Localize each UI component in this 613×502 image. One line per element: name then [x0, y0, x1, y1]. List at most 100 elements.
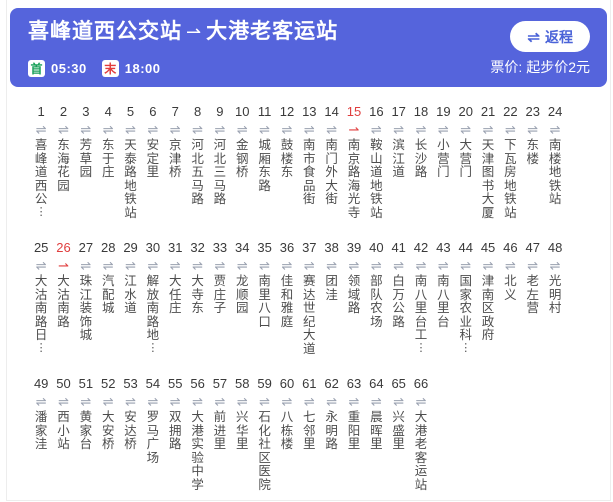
stop-name: 东海花园: [57, 138, 70, 193]
stop-item[interactable]: 21 ⇌ 天津图书大厦: [477, 104, 499, 240]
stop-item[interactable]: 15 ⇀ 南京路海光寺: [343, 104, 365, 240]
stop-item[interactable]: 20 ⇌ 大营门: [455, 104, 477, 240]
transfer-arrows-icon: ⇌: [102, 258, 114, 273]
stop-name: 东于庄: [101, 138, 115, 180]
stop-item[interactable]: 45 ⇌ 津南区政府: [477, 240, 499, 376]
stop-name: 石化社区医院: [258, 410, 271, 492]
stop-item[interactable]: 18 ⇌ 长沙路: [410, 104, 432, 240]
stop-item[interactable]: 30 ⇌ 解放南路地 ⋮: [142, 240, 164, 376]
stop-number: 39: [346, 240, 362, 255]
stop-item[interactable]: 28 ⇌ 汽配城: [97, 240, 119, 376]
stop-number: 43: [436, 240, 451, 255]
stop-item[interactable]: 24 ⇌ 南楼地铁站: [544, 104, 566, 240]
stop-item[interactable]: 3 ⇌ 芳草园: [75, 104, 97, 240]
stops-row-2: 25 ⇌ 大沽南路日 ⋮ 26 ⇀ 大沽南路 27 ⇌ 珠江装饰城 28 ⇌ 汽配城 29 ⇌ 江水道 30 ⇌ 解…: [30, 240, 610, 376]
stop-name: 汽配城: [101, 274, 115, 316]
transfer-arrows-icon: ⇌: [169, 394, 181, 409]
stop-item[interactable]: 48 ⇌ 光明村: [544, 240, 566, 376]
stop-name: 喜峰道西公 ⋮: [34, 138, 48, 218]
stop-name: 大沽南路日 ⋮: [34, 274, 48, 354]
stop-item[interactable]: 23 ⇌ 东楼: [522, 104, 544, 240]
stop-item[interactable]: 40 ⇌ 部队农场: [365, 240, 387, 376]
stop-item[interactable]: 53 ⇌ 安达桥: [119, 376, 141, 493]
stop-item[interactable]: 32 ⇌ 大寺东: [186, 240, 208, 376]
stop-item[interactable]: 9 ⇌ 河北三马路: [209, 104, 231, 240]
stop-name: 芳草园: [79, 138, 93, 180]
first-bus-badge: 首: [28, 60, 45, 77]
one-way-arrow-icon: ⇀: [348, 122, 360, 137]
stop-number: 33: [212, 240, 228, 255]
stop-name: 白万公路: [392, 274, 405, 329]
stop-item[interactable]: 7 ⇌ 京津桥: [164, 104, 186, 240]
stop-item[interactable]: 61 ⇌ 七邻里: [298, 376, 320, 493]
stop-number: 1: [37, 104, 45, 119]
stop-item[interactable]: 46 ⇌ 北义: [499, 240, 521, 376]
transfer-arrows-icon: ⇌: [35, 258, 47, 273]
stop-item[interactable]: 29 ⇌ 江水道: [119, 240, 141, 376]
stop-item[interactable]: 42 ⇌ 南八里台工 ⋮: [410, 240, 432, 376]
stop-item[interactable]: 22 ⇌ 下瓦房地铁站: [499, 104, 521, 240]
stop-item[interactable]: 56 ⇌ 大港实验中学: [186, 376, 208, 493]
transfer-arrows-icon: ⇌: [147, 122, 159, 137]
stop-item[interactable]: 33 ⇌ 贾庄子: [209, 240, 231, 376]
stop-item[interactable]: 51 ⇌ 黄家台: [75, 376, 97, 493]
stop-item[interactable]: 55 ⇌ 双拥路: [164, 376, 186, 493]
stop-item[interactable]: 64 ⇌ 晨晖里: [365, 376, 387, 493]
stop-number: 61: [302, 376, 317, 391]
stop-item[interactable]: 12 ⇌ 鼓楼东: [276, 104, 298, 240]
stop-item[interactable]: 35 ⇌ 南里八口: [253, 240, 275, 376]
stop-item[interactable]: 36 ⇌ 佳和雅庭: [276, 240, 298, 376]
transfer-arrows-icon: ⇌: [80, 258, 92, 273]
stop-item[interactable]: 1 ⇌ 喜峰道西公 ⋮: [30, 104, 52, 240]
stop-item[interactable]: 54 ⇌ 罗马广场: [142, 376, 164, 493]
stop-item[interactable]: 2 ⇌ 东海花园: [52, 104, 74, 240]
stop-item[interactable]: 43 ⇌ 南八里台: [432, 240, 454, 376]
transfer-arrows-icon: ⇌: [549, 258, 561, 273]
stop-item[interactable]: 11 ⇌ 城厢东路: [253, 104, 275, 240]
stop-item[interactable]: 62 ⇌ 永明路: [320, 376, 342, 493]
stop-item[interactable]: 25 ⇌ 大沽南路日 ⋮: [30, 240, 52, 376]
stop-item[interactable]: 31 ⇌ 大任庄: [164, 240, 186, 376]
stop-item[interactable]: 4 ⇌ 东于庄: [97, 104, 119, 240]
truncation-ellipsis: ⋮: [147, 341, 159, 354]
stop-item[interactable]: 41 ⇌ 白万公路: [388, 240, 410, 376]
stop-name: 南门外大街: [325, 138, 338, 207]
stop-item[interactable]: 10 ⇌ 金钢桥: [231, 104, 253, 240]
stop-item[interactable]: 65 ⇌ 兴盛里: [388, 376, 410, 493]
stop-item[interactable]: 60 ⇌ 八栋楼: [276, 376, 298, 493]
transfer-arrows-icon: ⇌: [214, 122, 226, 137]
stop-item[interactable]: 8 ⇌ 河北五马路: [186, 104, 208, 240]
stop-item[interactable]: 37 ⇌ 赛达世纪大道: [298, 240, 320, 376]
stop-item[interactable]: 66 ⇌ 大港老客运站: [410, 376, 432, 493]
stop-item[interactable]: 34 ⇌ 龙顺园: [231, 240, 253, 376]
transfer-arrows-icon: ⇌: [102, 394, 114, 409]
stop-item[interactable]: 6 ⇌ 安定里: [142, 104, 164, 240]
stop-number: 22: [503, 104, 518, 119]
stop-item[interactable]: 58 ⇌ 兴华里: [231, 376, 253, 493]
stop-item[interactable]: 50 ⇌ 西小站: [52, 376, 74, 493]
stop-item[interactable]: 19 ⇌ 小营门: [432, 104, 454, 240]
stop-item[interactable]: 52 ⇌ 大安桥: [97, 376, 119, 493]
stop-item[interactable]: 26 ⇀ 大沽南路: [52, 240, 74, 376]
stop-item[interactable]: 39 ⇌ 领域路: [343, 240, 365, 376]
transfer-arrows-icon: ⇌: [504, 122, 516, 137]
transfer-arrows-icon: ⇌: [169, 122, 181, 137]
stop-item[interactable]: 16 ⇌ 鞍山道地铁站: [365, 104, 387, 240]
stop-number: 8: [193, 104, 202, 119]
stop-item[interactable]: 5 ⇌ 天泰路地铁站: [119, 104, 141, 240]
stop-item[interactable]: 27 ⇌ 珠江装饰城: [75, 240, 97, 376]
stop-item[interactable]: 59 ⇌ 石化社区医院: [253, 376, 275, 493]
stop-item[interactable]: 17 ⇌ 滨江道: [388, 104, 410, 240]
stop-item[interactable]: 63 ⇌ 重阳里: [343, 376, 365, 493]
stop-item[interactable]: 14 ⇌ 南门外大街: [320, 104, 342, 240]
return-trip-button[interactable]: ⇌ 返程: [510, 21, 590, 52]
stop-item[interactable]: 44 ⇌ 国家农业科 ⋮: [455, 240, 477, 376]
truncation-ellipsis: ⋮: [35, 205, 47, 218]
stop-item[interactable]: 47 ⇌ 老左营: [522, 240, 544, 376]
transfer-arrows-icon: ⇌: [527, 258, 539, 273]
stop-item[interactable]: 57 ⇌ 前进里: [209, 376, 231, 493]
stop-item[interactable]: 38 ⇌ 团洼: [320, 240, 342, 376]
stop-item[interactable]: 49 ⇌ 潘家洼: [30, 376, 52, 493]
stop-item[interactable]: 13 ⇌ 南市食品街: [298, 104, 320, 240]
truncation-ellipsis: ⋮: [415, 341, 427, 354]
